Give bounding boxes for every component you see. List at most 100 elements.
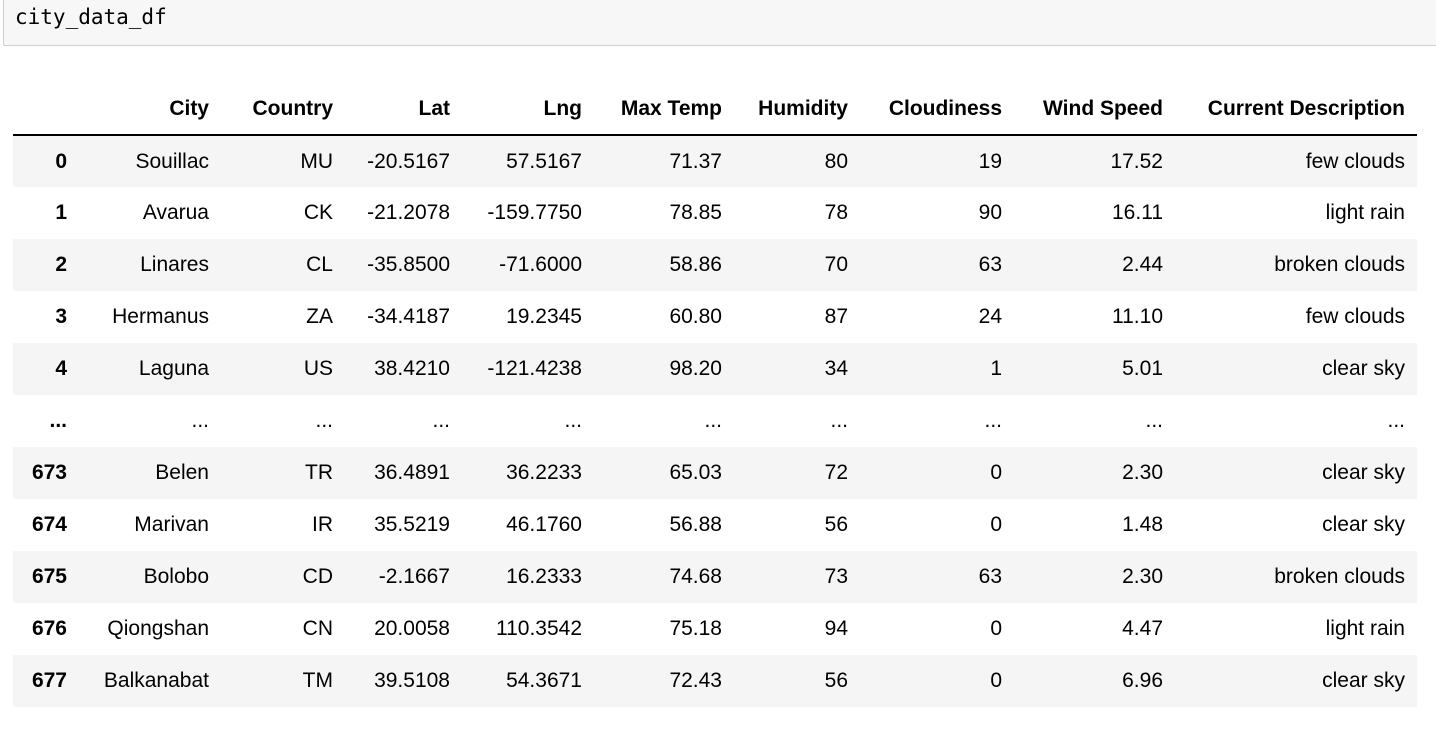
cell-description: clear sky — [1322, 513, 1405, 536]
cell-lat: 35.5219 — [374, 513, 450, 536]
row-index: 3 — [55, 305, 67, 328]
cell-max-temp: 58.86 — [669, 253, 722, 276]
row-index: ... — [49, 409, 67, 432]
cell-country: US — [303, 357, 333, 380]
cell-description: clear sky — [1322, 669, 1405, 692]
cell-max-temp: 74.68 — [669, 565, 722, 588]
row-index: 0 — [55, 149, 67, 173]
cell-max-temp: 78.85 — [669, 201, 722, 224]
cell-description: light rain — [1325, 617, 1405, 640]
cell-humidity: 94 — [824, 617, 848, 640]
cell-cloudiness: 63 — [978, 565, 1002, 588]
column-header-lat: Lat — [345, 83, 462, 136]
cell-cloudiness: 0 — [990, 669, 1002, 692]
row-index: 4 — [55, 357, 67, 380]
row-index: 677 — [31, 669, 67, 692]
cell-city: Qiongshan — [107, 617, 209, 640]
table-body: 0 Souillac MU -20.5167 57.5167 71.37 80 19 17.52… — [13, 135, 1417, 707]
column-header-city: City — [79, 83, 221, 136]
code-cell-text[interactable]: city_data_df — [15, 5, 167, 29]
cell-max-temp: 60.80 — [669, 305, 722, 328]
cell-country: MU — [300, 149, 333, 173]
cell-humidity: 80 — [824, 149, 848, 173]
cell-max-temp: 71.37 — [669, 149, 722, 173]
cell-country: TR — [305, 461, 333, 484]
cell-cloudiness: 24 — [978, 305, 1002, 328]
column-header-index — [13, 83, 79, 136]
cell-lat: -21.2078 — [367, 201, 450, 224]
row-index: 673 — [31, 461, 67, 484]
column-header-country: Country — [221, 83, 345, 136]
cell-lat: 39.5108 — [374, 669, 450, 692]
cell-lng: 110.3542 — [495, 617, 582, 640]
cell-city: Marivan — [134, 513, 209, 536]
cell-lat: -34.4187 — [367, 305, 450, 328]
cell-humidity: 70 — [824, 253, 848, 276]
row-index: 1 — [55, 201, 67, 224]
table-row: 674 Marivan IR 35.5219 46.1760 56.88 56 0 1.48 cl… — [13, 499, 1417, 551]
cell-wind-speed: 1.48 — [1122, 513, 1163, 536]
table-header-row: City Country Lat Lng Max Temp Humidity C… — [13, 83, 1417, 136]
cell-humidity: 72 — [824, 461, 848, 484]
cell-max-temp: 72.43 — [669, 669, 722, 692]
column-header-current-description: Current Description — [1175, 83, 1417, 136]
table-row: 2 Linares CL -35.8500 -71.6000 58.86 70 63 2.44 b… — [13, 239, 1417, 291]
cell-city: Balkanabat — [103, 669, 209, 692]
cell-lat: 36.4891 — [374, 461, 450, 484]
cell-description: few clouds — [1305, 305, 1405, 328]
cell-cloudiness: 1 — [990, 357, 1002, 380]
cell-wind-speed: 2.30 — [1122, 565, 1163, 588]
cell-wind-speed: 11.10 — [1112, 305, 1163, 328]
row-index: 675 — [31, 565, 67, 588]
cell-lat: -2.1667 — [378, 565, 450, 588]
cell-country: CD — [302, 565, 333, 588]
cell-lat: ... — [432, 409, 450, 432]
cell-country: ZA — [306, 305, 333, 328]
cell-lat: 38.4210 — [374, 357, 450, 380]
cell-lng: 46.1760 — [506, 513, 582, 536]
cell-country: ... — [315, 409, 333, 432]
cell-lng: 16.2333 — [506, 565, 582, 588]
cell-cloudiness: 63 — [978, 253, 1002, 276]
cell-lng: 57.5167 — [506, 149, 582, 173]
cell-description: ... — [1387, 409, 1405, 432]
cell-humidity: 78 — [824, 201, 848, 224]
table-row: 1 Avarua CK -21.2078 -159.7750 78.85 78 90 16.11… — [13, 187, 1417, 239]
column-header-lng: Lng — [462, 83, 594, 136]
cell-lng: 19.2345 — [506, 305, 582, 328]
code-cell-input[interactable]: city_data_df — [3, 0, 1436, 46]
cell-humidity: 34 — [824, 357, 848, 380]
cell-description: few clouds — [1305, 149, 1405, 173]
cell-cloudiness: ... — [984, 409, 1002, 432]
cell-humidity: 73 — [824, 565, 848, 588]
cell-max-temp: 98.20 — [669, 357, 722, 380]
cell-lng: -159.7750 — [487, 201, 582, 224]
cell-humidity: ... — [830, 409, 848, 432]
cell-country: CL — [306, 253, 333, 276]
cell-wind-speed: 17.52 — [1110, 149, 1163, 173]
cell-description: clear sky — [1322, 461, 1405, 484]
cell-description: clear sky — [1322, 357, 1405, 380]
cell-cloudiness: 0 — [990, 461, 1002, 484]
table-row: .............................. — [13, 395, 1417, 447]
cell-humidity: 56 — [824, 669, 848, 692]
cell-wind-speed: ... — [1145, 409, 1163, 432]
column-header-max-temp: Max Temp — [594, 83, 734, 136]
cell-humidity: 56 — [824, 513, 848, 536]
table-row: 0 Souillac MU -20.5167 57.5167 71.37 80 19 17.52… — [13, 135, 1417, 187]
cell-description: broken clouds — [1274, 565, 1405, 588]
table-row: 4 Laguna US 38.4210 -121.4238 98.20 34 1 5.01 cle… — [13, 343, 1417, 395]
column-header-humidity: Humidity — [734, 83, 860, 136]
dataframe-output: City Country Lat Lng Max Temp Humidity C… — [13, 83, 1417, 707]
cell-humidity: 87 — [824, 305, 848, 328]
table-row: 673 Belen TR 36.4891 36.2233 65.03 72 0 2.30 clea… — [13, 447, 1417, 499]
cell-city: Linares — [140, 253, 209, 276]
cell-description: light rain — [1325, 201, 1405, 224]
cell-lng: ... — [564, 409, 582, 432]
table-row: 676 Qiongshan CN 20.0058 110.3542 75.18 94 0 4.4… — [13, 603, 1417, 655]
row-index: 676 — [31, 617, 67, 640]
table-row: 3 Hermanus ZA -34.4187 19.2345 60.80 87 24 11.10… — [13, 291, 1417, 343]
cell-country: IR — [312, 513, 333, 536]
row-index: 674 — [31, 513, 67, 536]
cell-lng: 54.3671 — [506, 669, 582, 692]
